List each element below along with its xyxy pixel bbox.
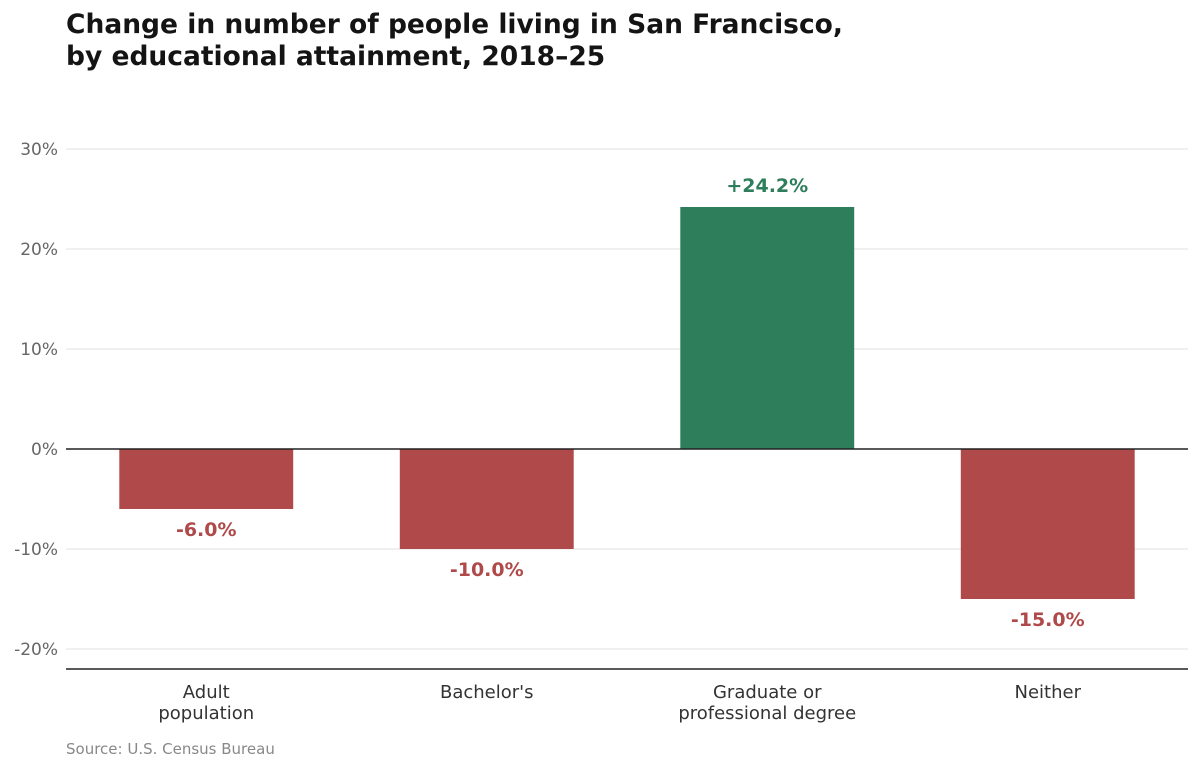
- chart-title-line-1: Change in number of people living in San…: [66, 9, 843, 40]
- x-category-label: Bachelor's: [440, 682, 534, 703]
- bar-value-labels: -6.0% -10.0% +24.2% -15.0%: [176, 175, 1085, 631]
- bars: [119, 207, 1135, 599]
- x-category-label: population: [158, 703, 254, 724]
- axes: [66, 448, 1188, 670]
- bar-value-label: -6.0%: [176, 519, 237, 541]
- bar-value-label: +24.2%: [726, 175, 808, 197]
- y-tick-label: 20%: [20, 240, 58, 260]
- x-category-label: Adult: [183, 682, 230, 703]
- source-note: Source: U.S. Census Bureau: [66, 740, 275, 758]
- bar: [680, 207, 855, 449]
- bar-value-label: -10.0%: [450, 559, 524, 581]
- x-category-label: Neither: [1015, 682, 1082, 703]
- chart-title: Change in number of people living in San…: [66, 9, 843, 73]
- bar: [119, 449, 294, 509]
- x-category-label: Graduate or: [713, 682, 822, 703]
- bar: [960, 449, 1135, 599]
- chart-title-line-2: by educational attainment, 2018–25: [66, 41, 606, 72]
- x-category-label: professional degree: [678, 703, 856, 724]
- y-tick-label: -20%: [14, 640, 58, 660]
- y-tick-label: 30%: [20, 140, 58, 160]
- bar: [399, 449, 574, 549]
- y-tick-label: -10%: [14, 540, 58, 560]
- y-tick-label: 10%: [20, 340, 58, 360]
- bar-value-label: -15.0%: [1011, 609, 1085, 631]
- y-axis-tick-labels: 30% 20% 10% 0% -10% -20%: [14, 140, 58, 660]
- y-tick-label: 0%: [31, 440, 58, 460]
